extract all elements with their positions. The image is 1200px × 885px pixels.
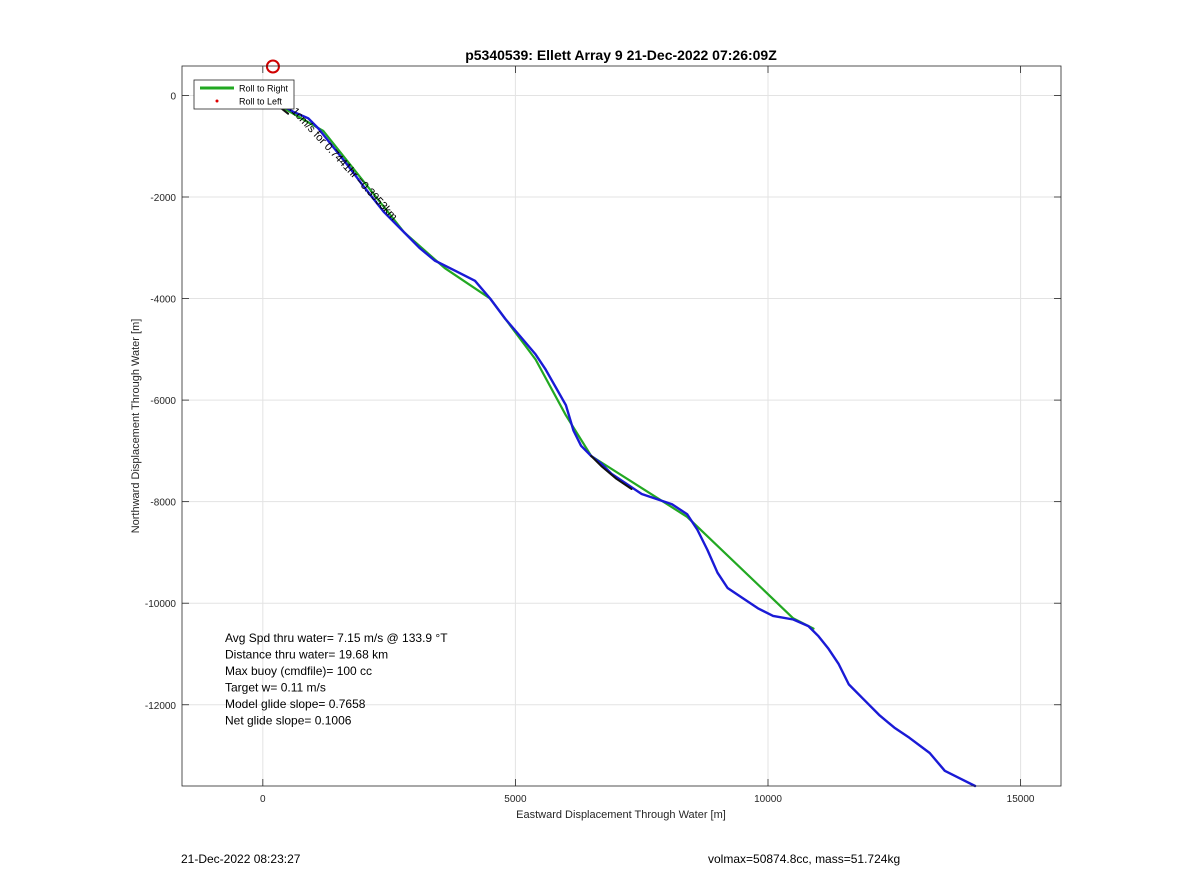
y-tick-label: -4000 xyxy=(150,295,176,306)
x-tick-label: 10000 xyxy=(754,794,782,805)
x-tick-label: 0 xyxy=(260,794,266,805)
chart-title: p5340539: Ellett Array 9 21-Dec-2022 07:… xyxy=(465,47,777,63)
stat-line: Avg Spd thru water= 7.15 m/s @ 133.9 °T xyxy=(225,631,448,645)
y-tick-label: -12000 xyxy=(145,701,177,712)
x-tick-label: 15000 xyxy=(1007,794,1035,805)
stat-line: Max buoy (cmdfile)= 100 cc xyxy=(225,664,372,678)
legend: Roll to Right Roll to Left xyxy=(194,80,294,109)
stat-line: Model glide slope= 0.7658 xyxy=(225,697,366,711)
y-tick-label: -10000 xyxy=(145,599,177,610)
plot-area xyxy=(182,66,1061,786)
y-tick-label: 0 xyxy=(170,91,176,102)
footer-timestamp: 21-Dec-2022 08:23:27 xyxy=(181,852,300,866)
legend-label: Roll to Left xyxy=(239,97,283,107)
legend-swatch-dot xyxy=(216,100,219,103)
stat-line: Target w= 0.11 m/s xyxy=(225,681,326,695)
y-axis-label: Northward Displacement Through Water [m] xyxy=(130,319,142,534)
y-tick-label: -8000 xyxy=(150,498,176,509)
x-axis-label: Eastward Displacement Through Water [m] xyxy=(516,809,726,821)
legend-label: Roll to Right xyxy=(239,84,289,94)
y-tick-label: -6000 xyxy=(150,396,176,407)
y-tick-label: -2000 xyxy=(150,193,176,204)
figure: 15.1cm/s for 0.7441hr =0.3953km 0 5000 100… xyxy=(0,0,1200,885)
x-tick-label: 5000 xyxy=(504,794,527,805)
footer-volmax-mass: volmax=50874.8cc, mass=51.724kg xyxy=(708,852,900,866)
stat-line: Distance thru water= 19.68 km xyxy=(225,648,388,662)
stat-line: Net glide slope= 0.1006 xyxy=(225,714,352,728)
